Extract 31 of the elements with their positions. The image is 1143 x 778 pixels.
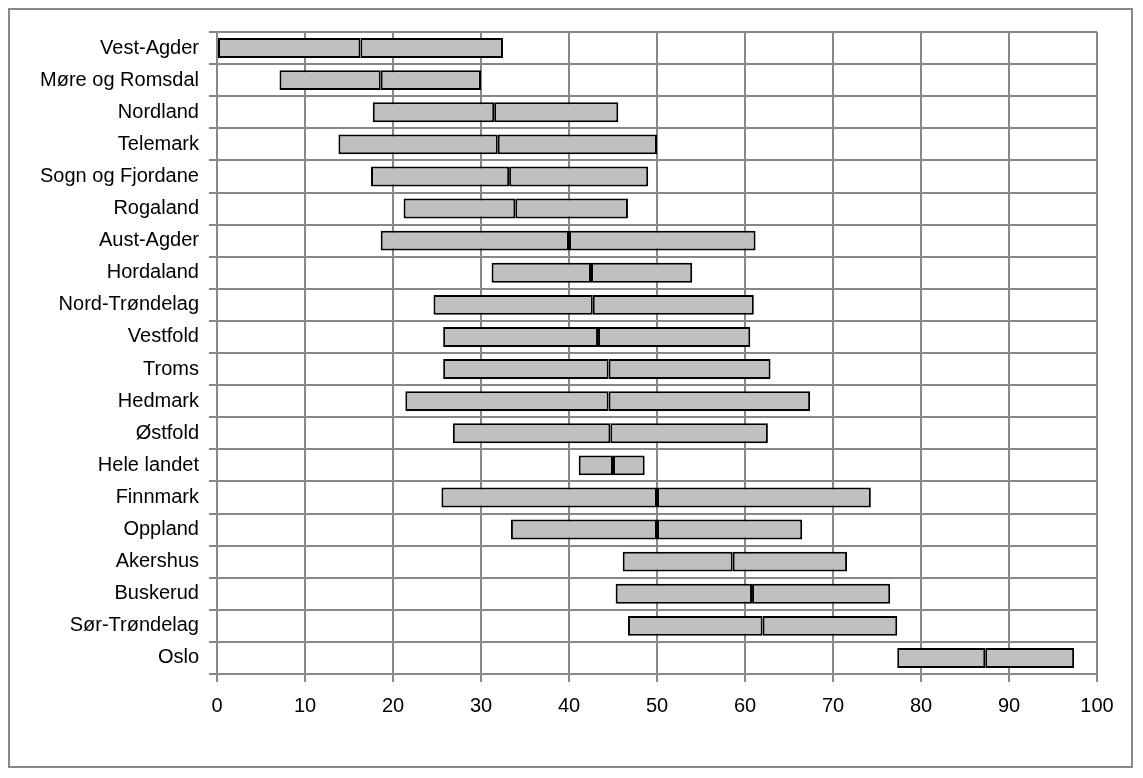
y-tick-label: Finnmark (115, 484, 200, 507)
y-tick-label: Aust-Agder (98, 228, 200, 251)
y-tick-label: Troms (143, 356, 199, 379)
x-tick-label: 10 (293, 693, 317, 716)
y-tick-label: Oppland (123, 517, 199, 540)
y-tick-label: Rogaland (113, 196, 199, 219)
x-tick-label: 90 (997, 693, 1021, 716)
y-tick-label: Oslo (157, 645, 199, 668)
x-tick-label: 100 (1080, 693, 1114, 716)
x-tick-label: 60 (733, 693, 757, 716)
y-tick-label: Vestfold (127, 324, 199, 347)
x-tick-label: 20 (381, 693, 405, 716)
x-tick-label: 50 (645, 693, 669, 716)
x-tick-label: 30 (469, 693, 493, 716)
y-tick-label: Vest-Agder (100, 35, 200, 58)
x-tick-label: 40 (557, 693, 581, 716)
y-tick-label: Nord-Trøndelag (58, 292, 199, 315)
x-tick-label: 0 (211, 693, 223, 716)
x-tick-label: 80 (909, 693, 933, 716)
y-tick-label: Østfold (135, 420, 199, 443)
y-tick-label: Hele landet (97, 452, 200, 475)
y-tick-label: Akershus (115, 549, 199, 572)
y-tick-label: Hedmark (117, 388, 200, 411)
y-tick-label: Telemark (117, 131, 200, 154)
x-tick-label: 70 (821, 693, 845, 716)
y-tick-label: Møre og Romsdal (40, 67, 199, 90)
y-tick-label: Hordaland (106, 260, 199, 283)
y-tick-label: Sogn og Fjordane (39, 163, 199, 186)
y-tick-label: Sør-Trøndelag (69, 613, 199, 636)
y-tick-label: Buskerud (114, 581, 199, 604)
y-tick-label: Nordland (117, 99, 199, 122)
